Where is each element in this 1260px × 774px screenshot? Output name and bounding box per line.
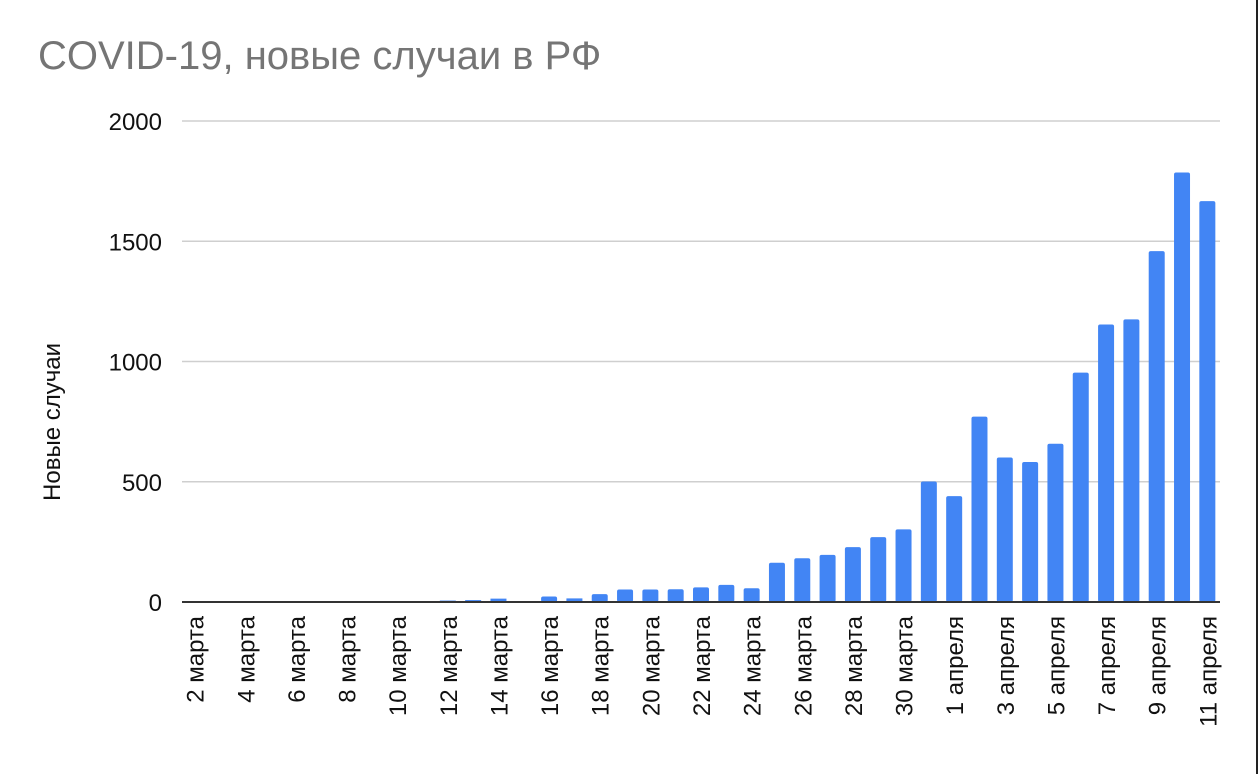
x-tick-label: 22 марта — [689, 615, 716, 716]
bar — [1047, 443, 1064, 602]
x-tick-label: 24 марта — [740, 615, 767, 716]
y-tick-label: 1000 — [109, 350, 162, 377]
bar — [819, 554, 836, 602]
bar — [1174, 172, 1191, 603]
bar — [617, 589, 634, 602]
bar — [693, 587, 709, 602]
y-tick-label: 0 — [149, 590, 162, 617]
bar — [946, 496, 963, 602]
bar — [718, 584, 735, 602]
x-tick-label: 20 марта — [638, 615, 665, 716]
bar — [895, 529, 912, 602]
x-tick-label: 2 марта — [183, 615, 210, 702]
bar — [971, 416, 988, 602]
x-tick-label: 1 апреля — [942, 616, 969, 715]
bar — [920, 481, 937, 602]
y-tick-label: 1500 — [109, 229, 162, 256]
bar — [566, 598, 583, 602]
bar — [1199, 201, 1216, 603]
bar — [996, 457, 1013, 602]
x-tick-label: 28 марта — [841, 615, 868, 716]
right-edge-border — [1256, 0, 1258, 774]
bar — [743, 588, 760, 602]
bar — [667, 589, 684, 602]
bar — [490, 598, 507, 602]
x-tick-label: 16 марта — [537, 615, 564, 716]
x-tick-label: 9 апреля — [1145, 616, 1172, 715]
y-axis-label: Новые случаи — [39, 343, 66, 501]
x-tick-label: 12 марта — [436, 615, 463, 716]
bar — [1148, 251, 1165, 602]
y-tick-label: 500 — [122, 470, 162, 497]
x-tick-label: 10 марта — [385, 615, 412, 716]
bar — [844, 547, 861, 602]
x-tick-label: 5 апреля — [1043, 616, 1070, 715]
x-tick-label: 14 марта — [486, 615, 513, 716]
x-tick-label: 3 апреля — [993, 616, 1020, 715]
x-tick-labels: 2 марта 4 марта 6 марта 8 марта 10 марта 12 м… — [183, 615, 1223, 726]
x-tick-label: 7 апреля — [1094, 616, 1121, 715]
grid-lines — [182, 120, 1220, 483]
bars — [287, 172, 1216, 603]
bar — [870, 537, 887, 602]
x-tick-label: 18 марта — [588, 615, 615, 716]
bar — [768, 562, 785, 602]
bar — [591, 594, 608, 602]
bar — [1072, 372, 1089, 602]
x-tick-label: 11 апреля — [1195, 616, 1222, 727]
bar — [1098, 324, 1115, 602]
bar — [1123, 319, 1140, 602]
x-tick-label: 4 марта — [233, 615, 260, 702]
chart-title: COVID-19, новые случаи в РФ — [38, 34, 602, 78]
x-tick-label: 26 марта — [790, 615, 817, 716]
bar — [1022, 462, 1039, 602]
bar — [794, 558, 811, 602]
y-tick-labels: 0 500 1000 1500 2000 — [109, 109, 162, 617]
x-tick-label: 30 марта — [892, 615, 919, 716]
x-tick-label: 6 марта — [284, 615, 311, 702]
y-tick-label: 2000 — [109, 109, 162, 136]
bar — [541, 596, 558, 602]
bar — [642, 589, 659, 602]
x-tick-label: 8 марта — [335, 615, 362, 702]
